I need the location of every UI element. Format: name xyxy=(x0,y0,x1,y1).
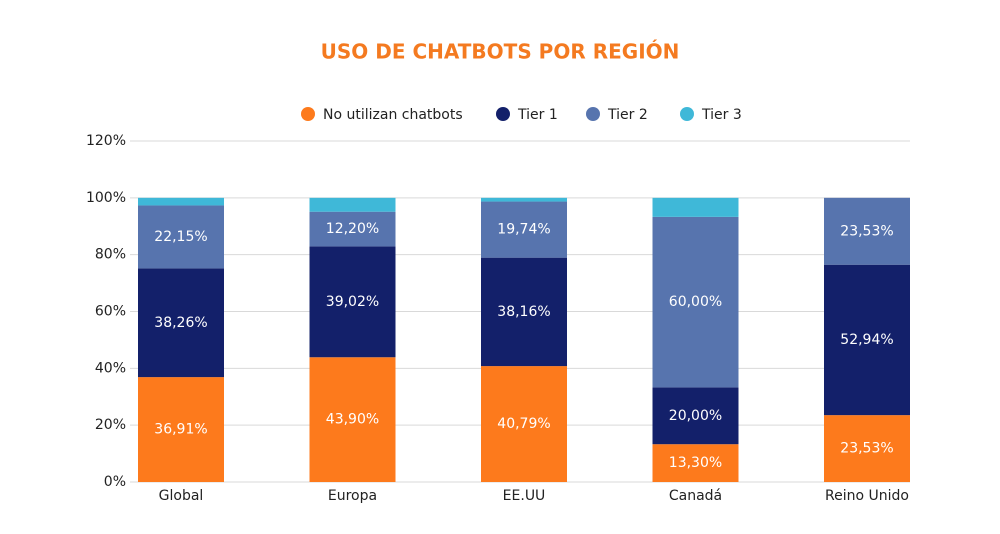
bar-segment xyxy=(824,264,910,416)
x-tick-label: Reino Unido xyxy=(825,488,909,504)
bar-segment xyxy=(652,216,739,388)
bar-segment xyxy=(309,197,396,212)
bar-segment xyxy=(652,197,739,217)
data-label: 22,15% xyxy=(154,229,207,245)
bar-segment xyxy=(481,257,567,367)
data-label: 23,53% xyxy=(840,223,893,239)
data-label: 36,91% xyxy=(154,422,207,438)
y-tick-label: 60% xyxy=(95,304,126,320)
legend-marker xyxy=(301,107,315,121)
data-label: 13,30% xyxy=(669,455,722,471)
x-tick-label: Global xyxy=(159,488,204,504)
bar-segment xyxy=(138,268,224,378)
chart-title: USO DE CHATBOTS POR REGIÓN xyxy=(321,40,680,64)
data-label: 38,16% xyxy=(497,304,550,320)
legend-label: Tier 1 xyxy=(517,107,558,123)
x-tick-label: EE.UU xyxy=(503,488,546,504)
bar-segment xyxy=(309,211,396,247)
y-tick-label: 80% xyxy=(95,247,126,263)
legend-marker xyxy=(680,107,694,121)
bar-segment xyxy=(309,246,396,358)
data-label: 23,53% xyxy=(840,441,893,457)
legend-marker xyxy=(586,107,600,121)
data-label: 38,26% xyxy=(154,315,207,331)
bar-segment xyxy=(652,387,739,445)
bar-segment xyxy=(138,205,224,269)
bar-segment xyxy=(824,197,910,265)
data-label: 60,00% xyxy=(669,294,722,310)
bar-segment xyxy=(138,377,224,482)
y-tick-label: 100% xyxy=(86,190,126,206)
bar-segment xyxy=(481,197,567,202)
y-tick-label: 120% xyxy=(86,133,126,149)
legend-label: No utilizan chatbots xyxy=(323,107,463,123)
y-tick-label: 0% xyxy=(104,474,126,490)
data-label: 39,02% xyxy=(326,294,379,310)
bar-segment xyxy=(824,415,910,482)
data-label: 52,94% xyxy=(840,332,893,348)
bar-segment xyxy=(481,201,567,258)
legend-label: Tier 2 xyxy=(607,107,648,123)
data-label: 20,00% xyxy=(669,408,722,424)
y-tick-label: 40% xyxy=(95,360,126,376)
legend-label: Tier 3 xyxy=(701,107,742,123)
data-label: 12,20% xyxy=(326,221,379,237)
data-label: 19,74% xyxy=(497,222,550,238)
data-label: 43,90% xyxy=(326,412,379,428)
data-label: 40,79% xyxy=(497,416,550,432)
x-tick-label: Europa xyxy=(328,488,377,504)
bar-segment xyxy=(138,197,224,206)
bar-segment xyxy=(481,366,567,482)
bar-segment xyxy=(309,357,396,482)
bar-segment xyxy=(652,444,739,482)
legend-marker xyxy=(496,107,510,121)
x-tick-label: Canadá xyxy=(669,488,722,504)
y-tick-label: 20% xyxy=(95,417,126,433)
